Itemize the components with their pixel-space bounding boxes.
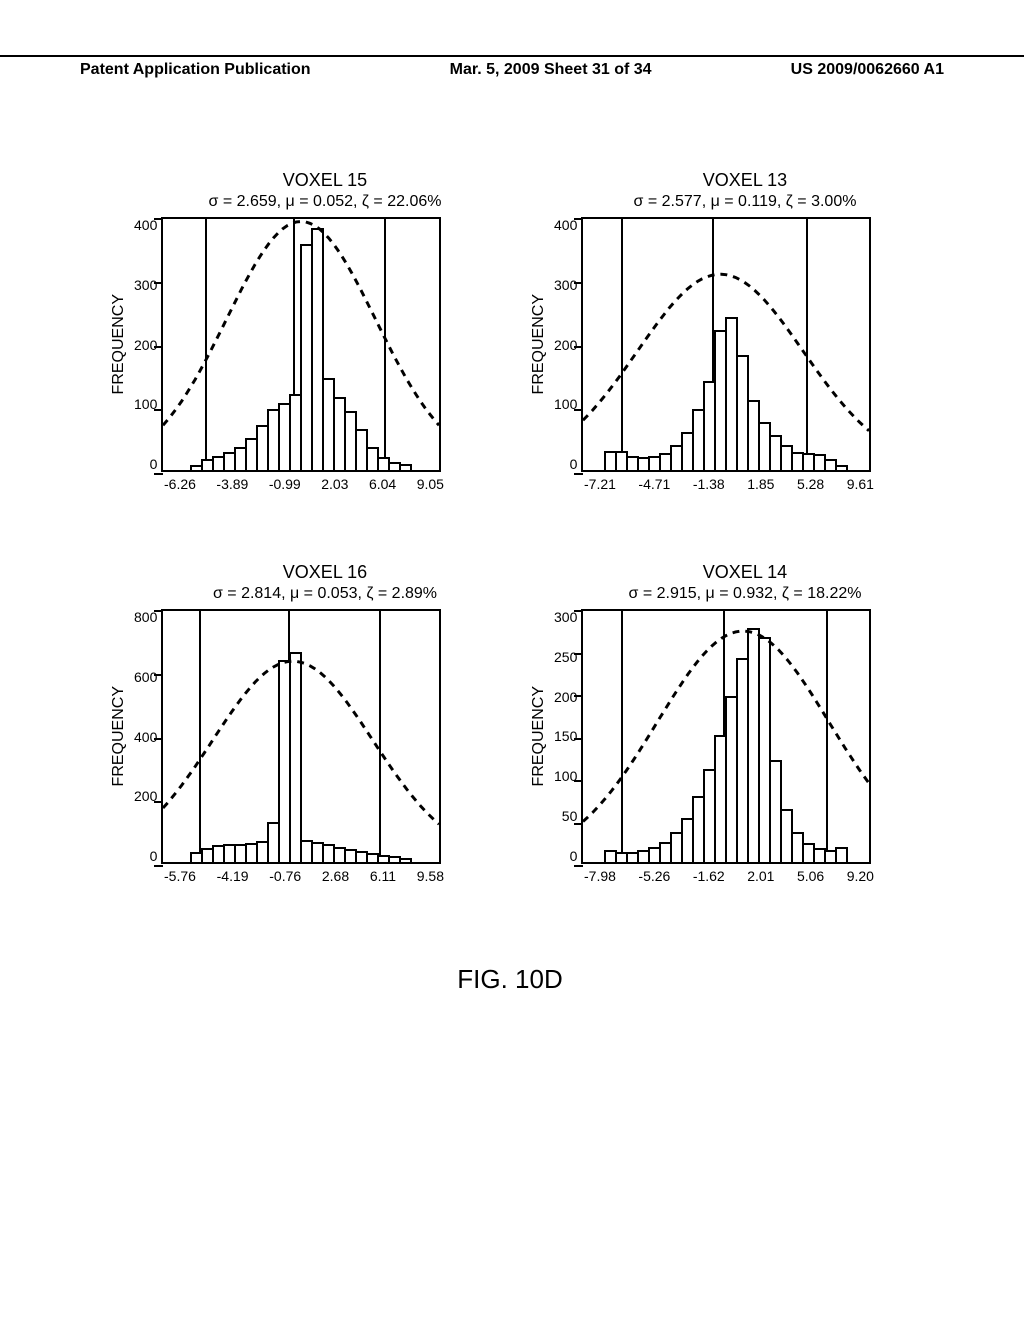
bar	[835, 465, 848, 470]
y-axis-label: FREQUENCY	[530, 686, 548, 786]
histogram-bars	[163, 611, 439, 862]
chart-2: VOXEL 16 σ = 2.814, μ = 0.053, ζ = 2.89% F…	[110, 562, 490, 884]
bar	[289, 652, 302, 862]
chart-title: VOXEL 16	[160, 562, 490, 583]
x-tick-label: -1.38	[693, 476, 725, 492]
page-header: Patent Application Publication Mar. 5, 2…	[0, 55, 1024, 79]
chart-title: VOXEL 15	[160, 170, 490, 191]
header-right: US 2009/0062660 A1	[791, 61, 944, 79]
x-tick-label: 6.04	[369, 476, 396, 492]
chart-stats: σ = 2.814, μ = 0.053, ζ = 2.89%	[160, 585, 490, 603]
x-tick-label: 2.68	[322, 868, 349, 884]
bar	[835, 847, 848, 862]
y-axis-label: FREQUENCY	[110, 294, 128, 394]
histogram-bars	[583, 219, 869, 470]
x-tick-label: 6.11	[370, 868, 396, 884]
header-left: Patent Application Publication	[80, 61, 311, 79]
x-axis-ticks: -5.76 -4.19 -0.76 2.68 6.11 9.58	[164, 868, 444, 884]
x-tick-label: -0.99	[269, 476, 301, 492]
figure-caption: FIG. 10D	[110, 964, 910, 995]
chart-1: VOXEL 13 σ = 2.577, μ = 0.119, ζ = 3.00% F…	[530, 170, 910, 492]
chart-grid: VOXEL 15 σ = 2.659, μ = 0.052, ζ = 22.06%…	[110, 170, 910, 884]
plot-frame	[581, 217, 871, 472]
x-tick-label: -3.89	[216, 476, 248, 492]
chart-stats: σ = 2.659, μ = 0.052, ζ = 22.06%	[160, 193, 490, 211]
x-tick-label: 5.28	[797, 476, 824, 492]
plot-frame	[161, 609, 441, 864]
chart-0: VOXEL 15 σ = 2.659, μ = 0.052, ζ = 22.06%…	[110, 170, 490, 492]
x-tick-label: -4.71	[638, 476, 670, 492]
x-tick-label: 9.20	[847, 868, 874, 884]
x-tick-label: 2.01	[747, 868, 774, 884]
x-tick-label: 9.58	[417, 868, 444, 884]
chart-title: VOXEL 14	[580, 562, 910, 583]
x-tick-label: -4.19	[217, 868, 249, 884]
x-tick-label: 5.06	[797, 868, 824, 884]
x-tick-label: -1.62	[693, 868, 725, 884]
x-tick-label: 2.03	[321, 476, 348, 492]
plot-frame	[161, 217, 441, 472]
chart-title: VOXEL 13	[580, 170, 910, 191]
x-tick-label: 9.05	[417, 476, 444, 492]
y-axis-label: FREQUENCY	[110, 686, 128, 786]
x-tick-label: -7.98	[584, 868, 616, 884]
histogram-bars	[163, 219, 439, 470]
x-tick-label: 1.85	[747, 476, 774, 492]
x-axis-ticks: -6.26 -3.89 -0.99 2.03 6.04 9.05	[164, 476, 444, 492]
x-tick-label: -7.21	[584, 476, 616, 492]
plot-frame	[581, 609, 871, 864]
x-axis-ticks: -7.21 -4.71 -1.38 1.85 5.28 9.61	[584, 476, 874, 492]
x-tick-label: -0.76	[269, 868, 301, 884]
x-axis-ticks: -7.98 -5.26 -1.62 2.01 5.06 9.20	[584, 868, 874, 884]
header-center: Mar. 5, 2009 Sheet 31 of 34	[450, 61, 652, 79]
x-tick-label: -6.26	[164, 476, 196, 492]
bar	[399, 858, 412, 862]
chart-stats: σ = 2.915, μ = 0.932, ζ = 18.22%	[580, 585, 910, 603]
histogram-bars	[583, 611, 869, 862]
chart-3: VOXEL 14 σ = 2.915, μ = 0.932, ζ = 18.22%…	[530, 562, 910, 884]
x-tick-label: 9.61	[847, 476, 874, 492]
x-tick-label: -5.26	[638, 868, 670, 884]
y-axis-label: FREQUENCY	[530, 294, 548, 394]
bar	[399, 464, 412, 470]
figure-area: VOXEL 15 σ = 2.659, μ = 0.052, ζ = 22.06%…	[110, 170, 910, 995]
chart-stats: σ = 2.577, μ = 0.119, ζ = 3.00%	[580, 193, 910, 211]
x-tick-label: -5.76	[164, 868, 196, 884]
